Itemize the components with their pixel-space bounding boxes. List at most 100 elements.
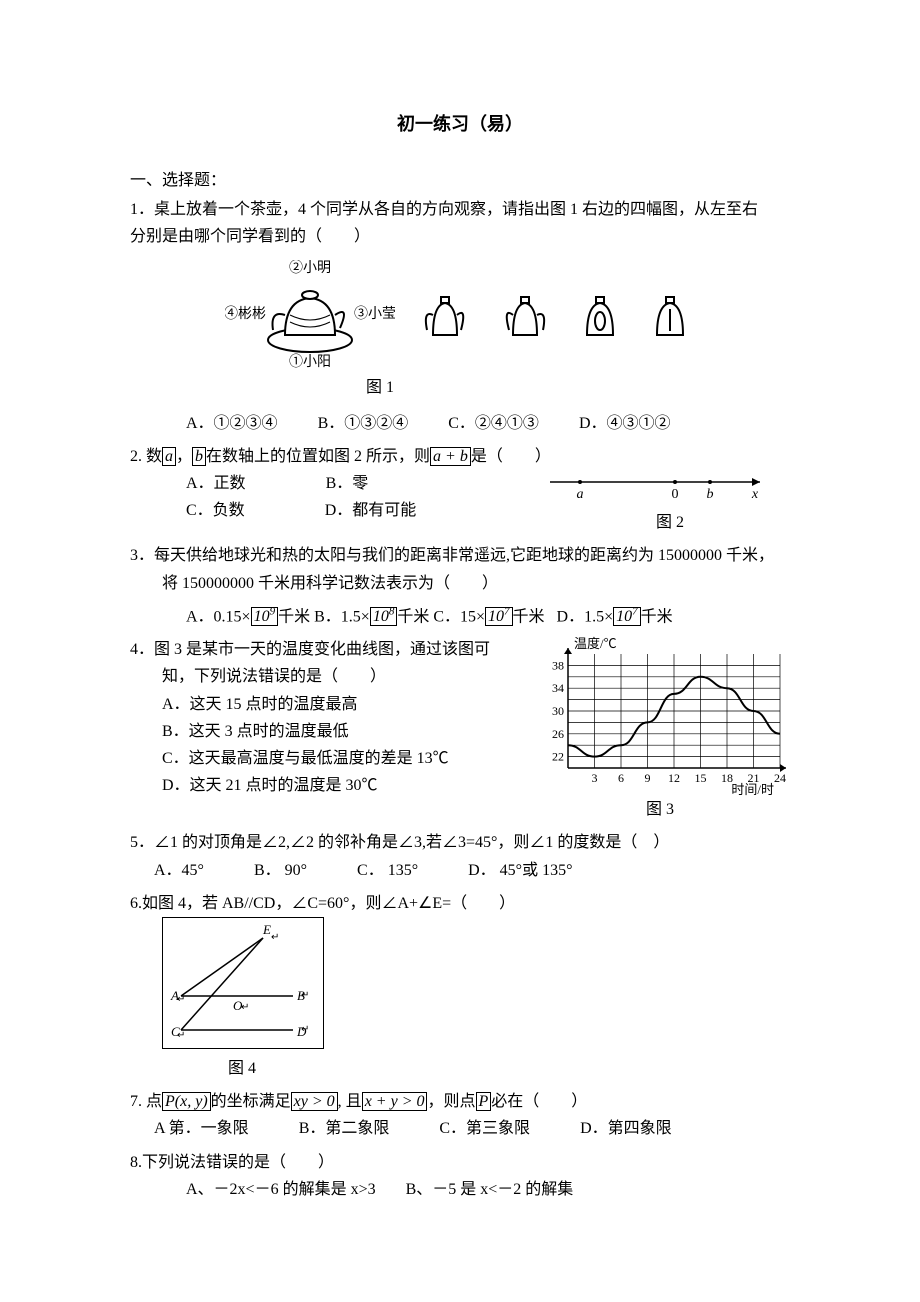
q3-opt-b: B．1.5×108千米 [314, 607, 433, 626]
question-7: 7. 点P(x, y)的坐标满足xy > 0, 且x + y > 0，则点P必在… [130, 1088, 790, 1142]
q5-opt-b: B． 90° [254, 857, 307, 884]
q1-fig-label: 图 1 [0, 374, 790, 401]
q7-cond2-box: x + y > 0 [362, 1092, 428, 1111]
q2-comma: ， [176, 448, 192, 465]
svg-text:12: 12 [668, 771, 680, 785]
q1-stem-line2: 分别是由哪个同学看到的（ ） [130, 223, 790, 250]
q4-opt-b: B．这天 3 点时的温度最低 [130, 718, 520, 745]
q8-opt-b: B、－5 是 x<－2 的解集 [406, 1176, 574, 1203]
q2-a-box: a [162, 447, 176, 466]
q2-b-box: b [192, 447, 206, 466]
q7-opt-b: B．第二象限 [299, 1115, 390, 1142]
q8-stem: 8.下列说法错误的是（ ） [130, 1149, 790, 1176]
q1-options: A．①②③④ B．①③②④ C．②④①③ D．④③①② [130, 410, 790, 437]
q7-p-box: P(x, y) [162, 1092, 211, 1111]
q4-stem-l2: 知，下列说法错误的是（ ） [130, 663, 520, 690]
svg-text:E: E [262, 922, 271, 937]
teapot-view-3-icon [575, 285, 625, 345]
label-right: ③小莹 [354, 306, 395, 322]
q2-opt-a: A．正数 [186, 470, 246, 497]
q7-p2-box: P [476, 1092, 492, 1111]
svg-text:30: 30 [552, 704, 564, 718]
teapot-view-2-icon [495, 285, 555, 345]
q3-opt-d: D．1.5×107千米 [557, 607, 673, 626]
svg-text:a: a [577, 487, 584, 500]
svg-text:x: x [751, 487, 759, 500]
q7-post: 必在（ ） [491, 1093, 587, 1110]
q7-mid2: , 且 [338, 1093, 362, 1110]
question-5: 5．∠1 的对顶角是∠2,∠2 的邻补角是∠3,若∠3=45°，则∠1 的度数是… [130, 829, 790, 883]
svg-text:↵: ↵ [301, 1024, 309, 1035]
svg-text:6: 6 [618, 771, 624, 785]
q7-opt-d: D．第四象限 [580, 1115, 672, 1142]
q6-fig-label: 图 4 [162, 1055, 322, 1082]
q5-opt-d: D． 45°或 135° [468, 857, 572, 884]
temperature-chart: 温度/℃22263034383691215182124时间/时 [530, 636, 790, 796]
q3-stem-l2: 将 150000000 千米用科学记数法表示为（ ） [130, 570, 790, 597]
q7-cond1-box: xy > 0 [291, 1092, 338, 1111]
q4-opt-d: D．这天 21 点时的温度是 30℃ [130, 772, 520, 799]
question-1: 1．桌上放着一个茶壶，4 个同学从各自的方向观察，请指出图 1 右边的四幅图，从… [130, 196, 790, 437]
q3-opt-c: C．15×107千米 [433, 607, 548, 626]
q7-opt-c: C．第三象限 [439, 1115, 530, 1142]
svg-text:22: 22 [552, 750, 564, 764]
question-8: 8.下列说法错误的是（ ） A、－2x<－6 的解集是 x>3 B、－5 是 x… [130, 1149, 790, 1203]
q4-fig-label: 图 3 [646, 796, 674, 823]
q1-opt-a: A．①②③④ [186, 410, 278, 437]
q1-stem-line1: 1．桌上放着一个茶壶，4 个同学从各自的方向观察，请指出图 1 右边的四幅图，从… [130, 196, 790, 223]
q3-opt-a: A．0.15×109千米 [186, 607, 314, 626]
svg-text:↵: ↵ [177, 1030, 185, 1041]
svg-text:↵: ↵ [271, 932, 279, 943]
q2-expr-box: a + b [430, 447, 471, 466]
q1-opt-d: D．④③①② [579, 410, 671, 437]
svg-text:3: 3 [592, 771, 598, 785]
svg-text:24: 24 [774, 771, 786, 785]
q8-opt-a: A、－2x<－6 的解集是 x>3 [186, 1176, 376, 1203]
q2-post: 是（ ） [471, 448, 551, 465]
q1-opt-b: B．①③②④ [318, 410, 409, 437]
q6-figure: E A O B C D ↵ ↵ ↵ ↵ ↵ ↵ [162, 917, 324, 1049]
q7-mid1: 的坐标满足 [211, 1093, 291, 1110]
svg-text:15: 15 [695, 771, 707, 785]
svg-text:26: 26 [552, 727, 564, 741]
q2-mid: 在数轴上的位置如图 2 所示，则 [206, 448, 430, 465]
q5-opt-c: C． 135° [357, 857, 418, 884]
label-left: ④彬彬 [225, 306, 266, 322]
number-line-icon: a 0 b x [550, 470, 770, 500]
q7-pre: 7. 点 [130, 1093, 162, 1110]
q4-opt-c: C．这天最高温度与最低温度的差是 13℃ [130, 745, 520, 772]
question-6: 6.如图 4，若 AB//CD，∠C=60°，则∠A+∠E=（ ） E A O … [130, 890, 790, 1082]
teapot-main-icon: ②小明 ④彬彬 ③小莹 ①小阳 [225, 260, 395, 370]
q2-fig-label: 图 2 [550, 509, 790, 536]
svg-text:时间/时: 时间/时 [731, 782, 774, 796]
q4-opt-a: A．这天 15 点时的温度最高 [130, 691, 520, 718]
svg-text:0: 0 [672, 487, 679, 500]
section-1-heading: 一、选择题： [130, 166, 790, 190]
q2-opt-c: C．负数 [186, 497, 245, 524]
q7-opt-a: A 第．一象限 [154, 1115, 249, 1142]
svg-text:38: 38 [552, 659, 564, 673]
svg-text:↵: ↵ [177, 994, 185, 1005]
q2-opt-b: B．零 [326, 470, 369, 497]
q2-pre: 2. 数 [130, 448, 162, 465]
svg-text:↵: ↵ [241, 1002, 249, 1013]
q5-stem: 5．∠1 的对顶角是∠2,∠2 的邻补角是∠3,若∠3=45°，则∠1 的度数是… [130, 829, 790, 856]
teapot-view-1-icon [415, 285, 475, 345]
q1-figure: ②小明 ④彬彬 ③小莹 ①小阳 [130, 260, 790, 370]
label-bottom: ①小阳 [289, 354, 331, 370]
teapot-view-4-icon [645, 285, 695, 345]
q2-opt-d: D．都有可能 [325, 497, 417, 524]
q6-stem: 6.如图 4，若 AB//CD，∠C=60°，则∠A+∠E=（ ） [130, 890, 790, 917]
svg-text:34: 34 [552, 681, 564, 695]
svg-text:b: b [707, 487, 714, 500]
q5-opt-a: A．45° [154, 857, 204, 884]
svg-text:↵: ↵ [301, 990, 309, 1001]
svg-text:温度/℃: 温度/℃ [574, 636, 617, 651]
q4-stem-l1: 4．图 3 是某市一天的温度变化曲线图，通过该图可 [130, 636, 520, 663]
svg-text:9: 9 [645, 771, 651, 785]
question-3: 3．每天供给地球光和热的太阳与我们的距离非常遥远,它距地球的距离约为 15000… [130, 542, 790, 630]
page-title: 初一练习（易） [130, 110, 790, 136]
q7-mid3: ，则点 [427, 1093, 475, 1110]
q3-stem-l1: 3．每天供给地球光和热的太阳与我们的距离非常遥远,它距地球的距离约为 15000… [130, 542, 790, 569]
q1-opt-c: C．②④①③ [448, 410, 539, 437]
